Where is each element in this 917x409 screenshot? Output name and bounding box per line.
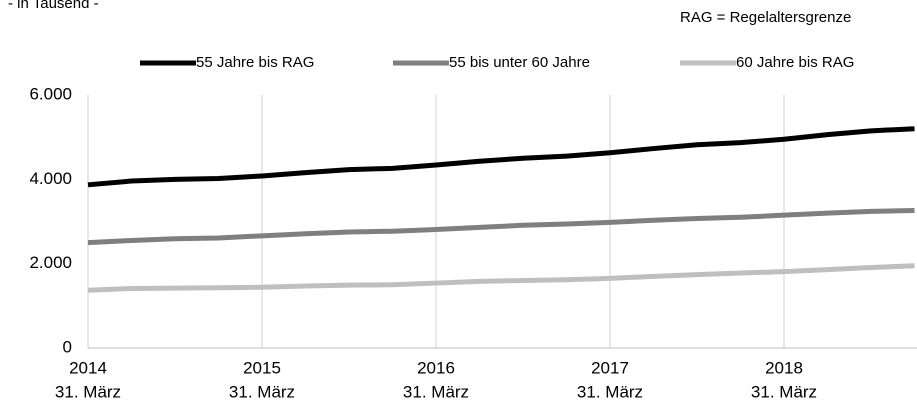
legend-label: 55 Jahre bis RAG bbox=[196, 54, 314, 71]
x-tick-label: 2015 bbox=[243, 358, 281, 377]
legend-label: 60 Jahre bis RAG bbox=[736, 54, 854, 71]
subtitle: - in Tausend - bbox=[8, 0, 99, 12]
x-tick-sublabel: 31. März bbox=[229, 382, 295, 401]
legend-label: 55 bis unter 60 Jahre bbox=[449, 54, 590, 71]
line-series bbox=[87, 126, 915, 188]
annotation: RAG = Regelaltersgrenze bbox=[680, 9, 851, 26]
x-tick-label: 2018 bbox=[765, 358, 803, 377]
x-tick-sublabel: 31. März bbox=[55, 382, 121, 401]
y-tick-label: 0 bbox=[63, 337, 72, 356]
y-tick-label: 6.000 bbox=[29, 84, 72, 103]
line-series bbox=[87, 208, 915, 246]
y-tick-label: 2.000 bbox=[29, 253, 72, 272]
x-tick-sublabel: 31. März bbox=[403, 382, 469, 401]
line-series bbox=[87, 263, 915, 293]
y-tick-label: 4.000 bbox=[29, 169, 72, 188]
x-tick-sublabel: 31. März bbox=[577, 382, 643, 401]
x-tick-label: 2016 bbox=[417, 358, 455, 377]
x-tick-sublabel: 31. März bbox=[751, 382, 817, 401]
x-tick-label: 2017 bbox=[591, 358, 629, 377]
x-tick-label: 2014 bbox=[69, 358, 107, 377]
